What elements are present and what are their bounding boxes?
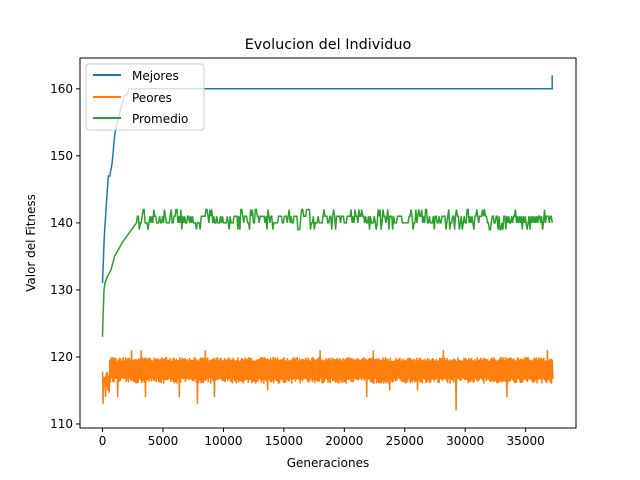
legend-label-mejores: Mejores bbox=[132, 69, 179, 83]
x-tick-label: 30000 bbox=[446, 434, 484, 448]
y-tick-label: 120 bbox=[50, 350, 73, 364]
axes-frame bbox=[79, 57, 577, 429]
legend-label-promedio: Promedio bbox=[132, 112, 188, 126]
x-axis: 0 5000 10000 15000 20000 25000 30000 35000 bbox=[99, 428, 545, 448]
x-tick-label: 15000 bbox=[265, 434, 303, 448]
y-tick-label: 160 bbox=[50, 82, 73, 96]
x-tick-label: 25000 bbox=[386, 434, 424, 448]
x-tick-label: 0 bbox=[99, 434, 107, 448]
x-axis-label: Generaciones bbox=[287, 456, 369, 470]
x-tick-label: 35000 bbox=[507, 434, 545, 448]
y-tick-label: 110 bbox=[50, 417, 73, 431]
legend: Mejores Peores Promedio bbox=[85, 63, 205, 131]
y-axis-label: Valor del Fitness bbox=[24, 194, 38, 292]
chart-title: Evolucion del Individuo bbox=[245, 37, 412, 53]
series-line-peores bbox=[101, 350, 554, 411]
y-tick-label: 150 bbox=[50, 149, 73, 163]
y-tick-label: 130 bbox=[50, 283, 73, 297]
x-tick-label: 10000 bbox=[204, 434, 242, 448]
series-line-promedio bbox=[101, 208, 553, 337]
y-tick-label: 140 bbox=[50, 216, 73, 230]
legend-box bbox=[85, 63, 205, 131]
x-tick-label: 20000 bbox=[325, 434, 363, 448]
x-tick-label: 5000 bbox=[148, 434, 179, 448]
legend-label-peores: Peores bbox=[132, 91, 172, 105]
y-axis: 110 120 130 140 150 160 bbox=[50, 82, 80, 431]
